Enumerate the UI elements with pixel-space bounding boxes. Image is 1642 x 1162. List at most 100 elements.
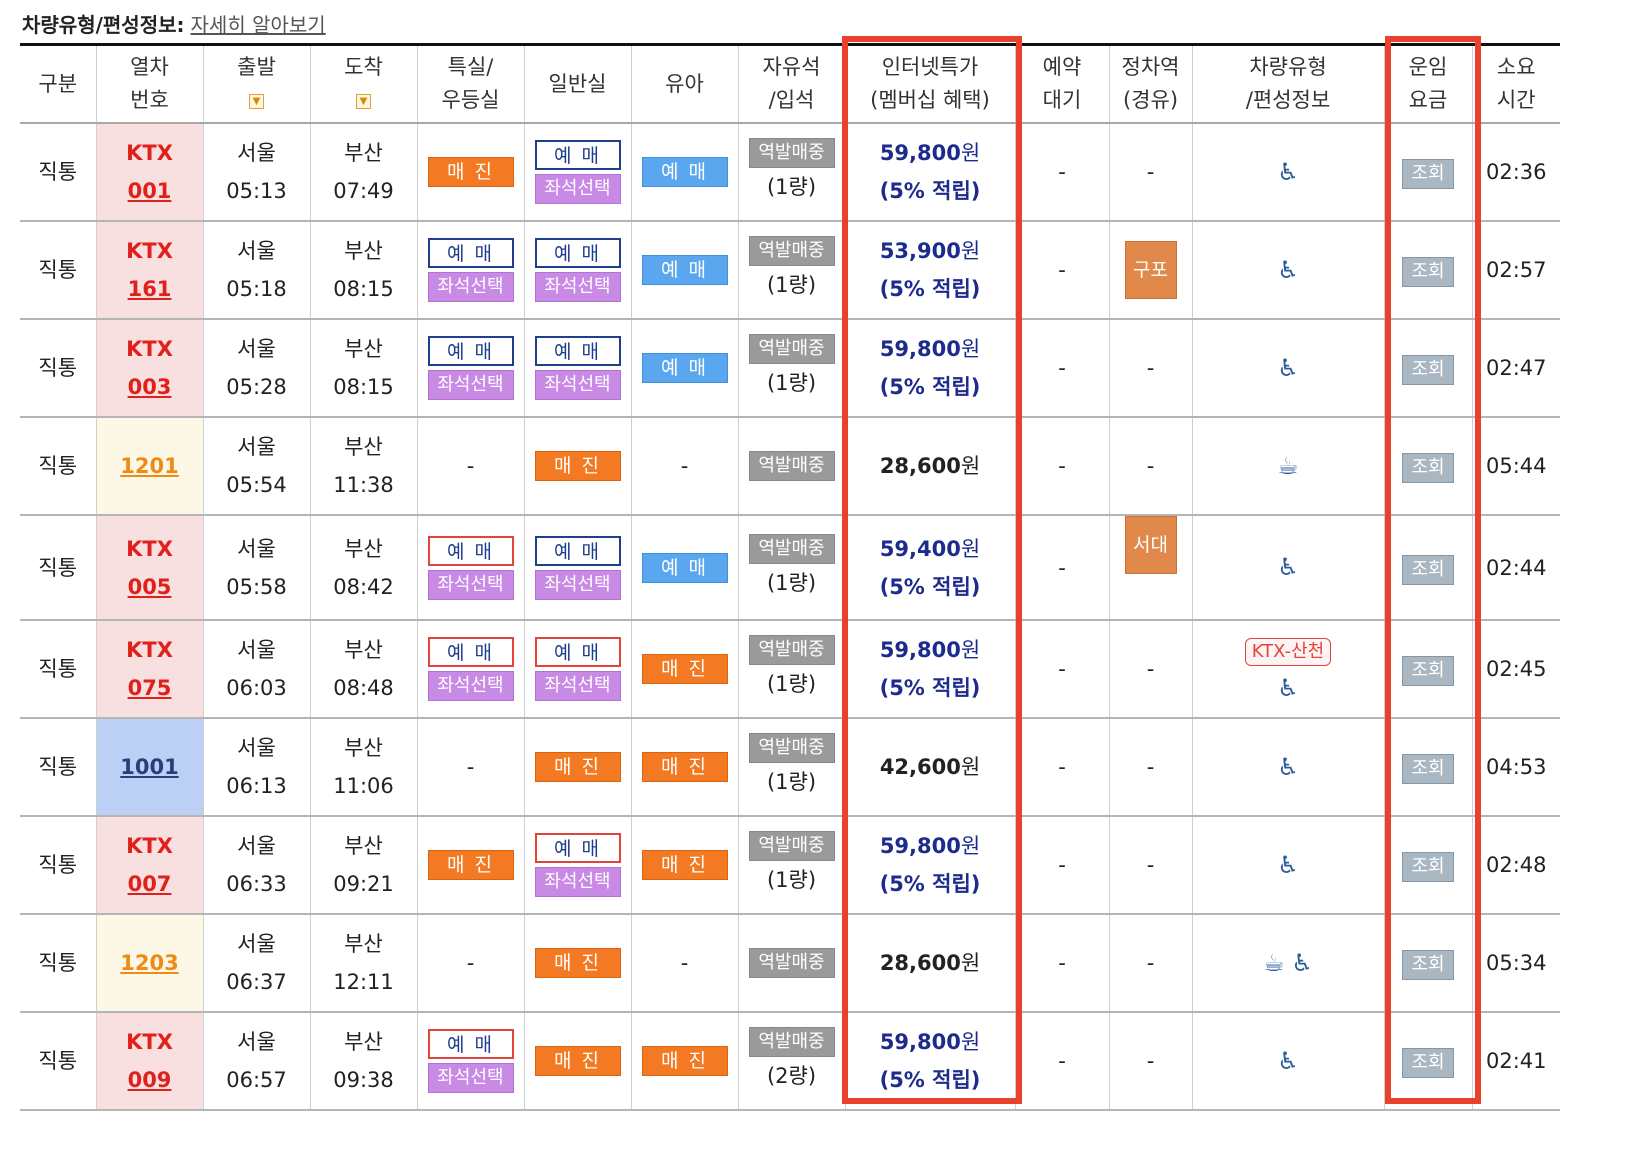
info-label: 차량유형/편성정보: [22,13,185,37]
fare-view-button[interactable]: 조회 [1402,554,1454,585]
fare-view-button[interactable]: 조회 [1402,950,1454,980]
departure-time: 05:58 [226,574,287,599]
seat-select-button[interactable]: 좌석선택 [534,671,621,701]
reservation-wait-cell: - [1014,221,1109,320]
stops-cell: - [1108,816,1192,915]
service-type: 직통 [20,914,96,1013]
train-number-link[interactable]: 1203 [120,951,179,975]
no-seat-dash: - [466,454,475,478]
train-number-link[interactable]: 161 [127,277,172,301]
seat-select-button[interactable]: 좌석선택 [427,370,514,400]
no-seat-dash: - [466,951,475,975]
book-button[interactable]: 예 매 [534,637,621,667]
seat-select-button[interactable]: 좌석선택 [427,272,514,302]
stops-cell: - [1108,620,1192,719]
seat-select-button[interactable]: 좌석선택 [534,867,621,897]
train-number-link[interactable]: 075 [127,676,172,700]
wheelchair-icon[interactable]: ♿ [1277,673,1299,702]
train-number-link[interactable]: 005 [127,574,172,599]
departure-cell: 서울 05:54 [202,417,310,516]
train-number-link[interactable]: 007 [127,872,172,896]
wheelchair-icon[interactable]: ♿ [1277,752,1299,781]
seat-select-button[interactable]: 좌석선택 [534,569,621,600]
info-link[interactable]: 자세히 알아보기 [190,13,326,37]
seat-select-button[interactable]: 좌석선택 [427,569,514,600]
book-button[interactable]: 예 매 [641,157,728,187]
cafe-cup-icon[interactable]: ☕ [1277,451,1299,480]
fare-view-button[interactable]: 조회 [1402,257,1454,287]
fare-view-button[interactable]: 조회 [1402,355,1454,385]
book-button[interactable]: 예 매 [534,336,621,366]
sort-down-icon[interactable]: ▼ [356,93,371,109]
stops-cell: - [1108,417,1192,516]
fare-view-button[interactable]: 조회 [1402,159,1454,189]
header-arrival[interactable]: 도착 ▼ [309,44,417,124]
fare-view-button[interactable]: 조회 [1402,453,1454,483]
wheelchair-icon[interactable]: ♿ [1277,255,1299,284]
first-class-cell: 예 매 좌석선택 [416,515,524,621]
book-button[interactable]: 예 매 [427,336,514,366]
wheelchair-icon[interactable]: ♿ [1291,948,1313,977]
stop-station-badge[interactable]: 서대구 [1124,516,1177,612]
departure-cell: 서울 06:33 [202,816,310,915]
train-number-link[interactable]: 009 [127,1068,172,1092]
book-button[interactable]: 예 매 [427,637,514,667]
seat-select-button[interactable]: 좌석선택 [427,671,514,701]
stops-cell: 서대구 [1108,515,1192,621]
wheelchair-icon[interactable]: ♿ [1277,353,1299,382]
seat-select-button[interactable]: 좌석선택 [534,370,621,400]
seat-select-button[interactable]: 좌석선택 [427,1063,514,1093]
price-amount: 59,800 [879,141,961,165]
book-button[interactable]: 예 매 [534,833,621,863]
price-currency: 원 [960,834,981,858]
fare-view-button[interactable]: 조회 [1402,754,1454,784]
train-number-cell: KTX 009 [95,1012,203,1111]
membership-points: (5% 적립) [879,676,981,700]
wheelchair-icon[interactable]: ♿ [1277,157,1299,186]
book-button[interactable]: 예 매 [427,535,514,566]
stops-cell: - [1108,718,1192,817]
book-button[interactable]: 예 매 [641,552,728,583]
train-number-link[interactable]: 1201 [120,454,179,478]
book-button[interactable]: 예 매 [427,238,514,268]
book-button[interactable]: 예 매 [427,1029,514,1059]
cafe-cup-icon[interactable]: ☕ [1263,948,1285,977]
departure-station: 서울 [237,932,276,956]
wheelchair-icon[interactable]: ♿ [1277,553,1299,581]
wheelchair-icon[interactable]: ♿ [1277,850,1299,879]
wheelchair-icon[interactable]: ♿ [1277,1046,1299,1075]
book-button[interactable]: 예 매 [534,140,621,170]
book-button[interactable]: 예 매 [641,353,728,383]
no-stop-dash: - [1146,853,1155,877]
fare-view-button[interactable]: 조회 [1402,1048,1454,1078]
seat-select-button[interactable]: 좌석선택 [534,174,621,204]
membership-points: (5% 적립) [879,179,981,203]
header-reservation-wait: 예약 대기 [1014,44,1109,124]
header-departure[interactable]: 출발 ▼ [202,44,310,124]
train-number-link[interactable]: 1001 [120,755,179,779]
arrival-station: 부산 [344,736,383,760]
arrival-station: 부산 [344,638,383,662]
fare-cell: 조회 [1383,914,1472,1013]
fare-view-button[interactable]: 조회 [1402,852,1454,882]
arrival-cell: 부산 11:38 [309,417,417,516]
book-button[interactable]: 예 매 [534,238,621,268]
train-number-link[interactable]: 003 [127,375,172,399]
fare-view-button[interactable]: 조회 [1402,656,1454,686]
arrival-cell: 부산 12:11 [309,914,417,1013]
book-button[interactable]: 예 매 [534,535,621,566]
no-seat-dash: - [466,755,475,779]
header-type: 구분 [20,44,96,124]
book-group: 예 매 좌석선택 [525,535,631,600]
stop-station-badge[interactable]: 구포 [1124,241,1177,299]
sort-down-icon[interactable]: ▼ [249,93,264,109]
price-value: 28,600원 [846,944,1015,982]
book-button[interactable]: 예 매 [641,255,728,285]
seat-select-button[interactable]: 좌석선택 [534,272,621,302]
train-number-link[interactable]: 001 [127,179,172,203]
duration-cell: 02:47 [1471,319,1560,418]
service-type: 직통 [20,816,96,915]
